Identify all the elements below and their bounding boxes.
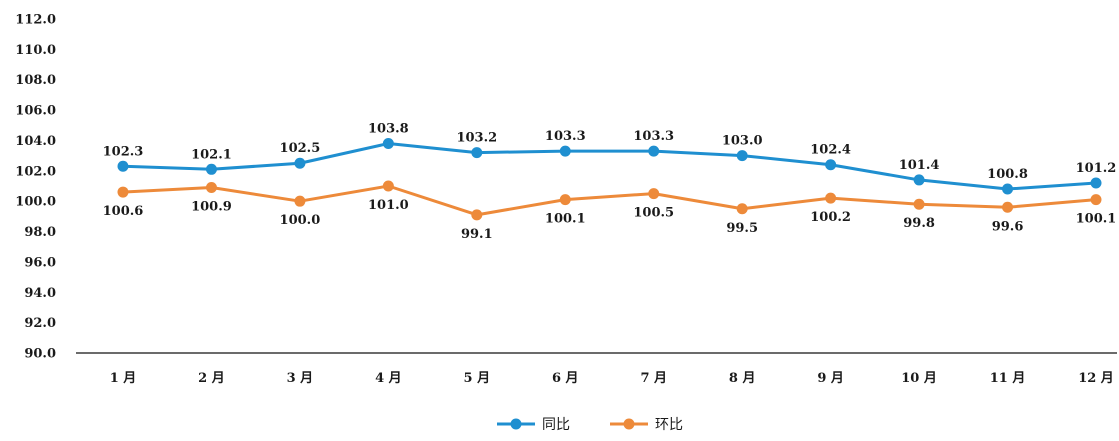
series-point — [913, 198, 925, 210]
data-label: 103.3 — [633, 129, 674, 144]
data-label: 99.8 — [903, 216, 935, 231]
data-label: 103.2 — [456, 131, 497, 146]
series-line — [121, 184, 1098, 217]
series-point — [117, 160, 129, 172]
x-tick-label: 10 月 — [901, 371, 937, 386]
series-point — [1090, 194, 1102, 206]
series-point — [1002, 201, 1014, 213]
series-point — [471, 209, 483, 221]
series-point — [559, 194, 571, 206]
y-tick-label: 108.0 — [15, 73, 56, 88]
x-tick-label: 5 月 — [464, 371, 491, 386]
data-label: 101.0 — [368, 198, 409, 213]
series-point — [205, 163, 217, 175]
data-label: 102.4 — [810, 143, 851, 158]
y-tick-label: 112.0 — [15, 13, 56, 28]
series-point — [382, 137, 394, 149]
data-label: 100.0 — [280, 213, 321, 228]
series-point — [294, 195, 306, 207]
series-point — [1002, 183, 1014, 195]
data-label: 100.1 — [1076, 212, 1117, 227]
legend-swatch-marker — [623, 418, 635, 430]
legend-label: 同比 — [542, 417, 570, 433]
series-point — [825, 159, 837, 171]
data-label: 102.1 — [191, 147, 232, 162]
series-point — [913, 174, 925, 186]
data-label: 100.1 — [545, 212, 586, 227]
series-point — [559, 145, 571, 157]
series-point — [825, 192, 837, 204]
legend-swatch-marker — [510, 418, 522, 430]
y-tick-label: 94.0 — [24, 286, 56, 301]
data-label: 100.5 — [633, 206, 674, 221]
series-point — [382, 180, 394, 192]
data-labels: 102.3 102.1 102.5 103.8 103.2 103.3 103.3 103.0… — [103, 121, 1117, 241]
x-tick-label: 4 月 — [375, 371, 402, 386]
series-point — [117, 186, 129, 198]
x-tick-label: 12 月 — [1078, 371, 1114, 386]
series-point — [736, 150, 748, 162]
series-point — [736, 203, 748, 215]
y-tick-label: 92.0 — [24, 316, 56, 331]
legend-label: 环比 — [655, 417, 683, 433]
legend: 同比 环比 — [497, 417, 683, 433]
data-label: 100.6 — [103, 204, 144, 219]
y-tick-label: 90.0 — [24, 347, 56, 362]
x-tick-label: 1 月 — [110, 371, 137, 386]
series-line — [121, 141, 1098, 191]
y-tick-label: 110.0 — [15, 43, 56, 58]
y-tick-label: 96.0 — [24, 255, 56, 270]
series-point — [648, 145, 660, 157]
y-axis: 90.0 92.0 94.0 96.0 98.0 100.0 102.0 104.0 106.0… — [15, 13, 56, 362]
x-tick-label: 8 月 — [729, 371, 756, 386]
data-label: 99.5 — [726, 221, 758, 236]
data-label: 101.4 — [899, 158, 940, 173]
x-tick-label: 2 月 — [198, 371, 225, 386]
series-point — [648, 188, 660, 200]
data-label: 103.0 — [722, 134, 763, 149]
data-label: 99.1 — [461, 227, 493, 242]
data-label: 99.6 — [992, 219, 1024, 234]
x-tick-label: 6 月 — [552, 371, 579, 386]
y-tick-label: 104.0 — [15, 134, 56, 149]
data-label: 102.5 — [280, 141, 321, 156]
series-point — [1090, 177, 1102, 189]
data-label: 103.3 — [545, 129, 586, 144]
series-point — [205, 182, 217, 194]
data-label: 100.8 — [987, 167, 1028, 182]
x-tick-label: 7 月 — [640, 371, 667, 386]
y-tick-label: 102.0 — [15, 164, 56, 179]
series-point — [471, 147, 483, 159]
y-tick-label: 100.0 — [15, 195, 56, 210]
data-label: 100.2 — [810, 210, 851, 225]
y-tick-label: 98.0 — [24, 225, 56, 240]
x-tick-label: 9 月 — [817, 371, 844, 386]
y-tick-label: 106.0 — [15, 104, 56, 119]
data-label: 102.3 — [103, 144, 144, 159]
x-axis: 1 月 2 月 3 月 4 月 5 月 6 月 7 月 8 月 9 月 10 月 11 月 12 月 — [76, 352, 1117, 386]
data-label: 103.8 — [368, 121, 409, 136]
x-tick-label: 11 月 — [990, 371, 1026, 386]
data-label: 101.2 — [1076, 161, 1117, 176]
x-tick-label: 3 月 — [287, 371, 314, 386]
series-point — [294, 157, 306, 169]
series-lines — [117, 137, 1102, 221]
data-label: 100.9 — [191, 200, 232, 215]
